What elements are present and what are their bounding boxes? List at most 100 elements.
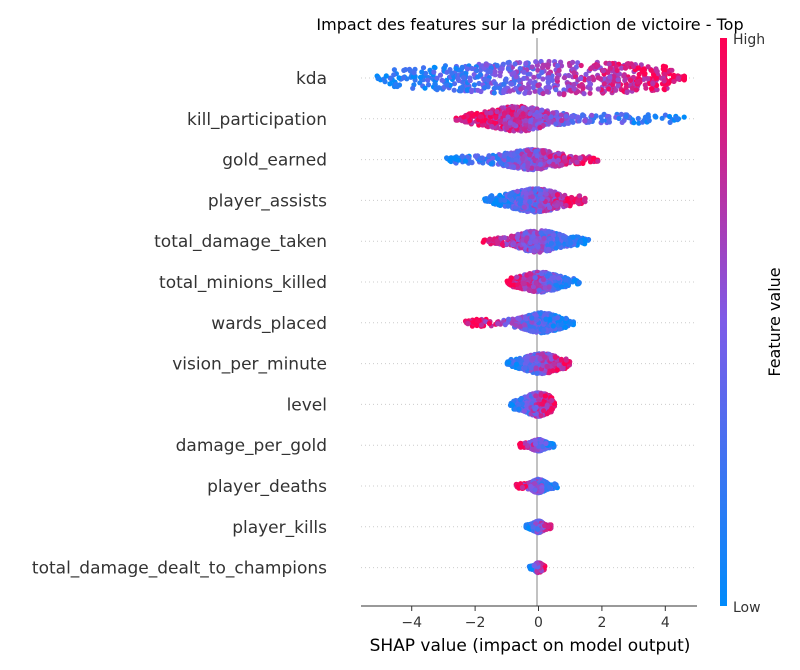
shap-point (674, 116, 680, 122)
shap-point (509, 402, 515, 408)
feature-row-damage_per_gold (517, 436, 557, 454)
feature-row-kda (374, 58, 687, 98)
shap-point (522, 365, 528, 371)
shap-point (550, 368, 556, 374)
shap-point (520, 156, 526, 162)
shap-point (521, 204, 528, 210)
shap-point (459, 64, 465, 70)
shap-point (439, 77, 445, 83)
shap-point (541, 235, 547, 241)
shap-point (393, 81, 399, 87)
shap-point (433, 86, 439, 92)
shap-point (527, 287, 533, 293)
shap-point (607, 74, 613, 80)
shap-point (675, 75, 681, 81)
shap-point (535, 244, 541, 250)
shap-point (530, 233, 536, 239)
shap-point (487, 69, 493, 75)
shap-point (569, 113, 575, 119)
shap-point (523, 60, 529, 66)
shap-point (555, 63, 561, 69)
shap-point (635, 115, 641, 122)
shap-point (524, 358, 530, 365)
shap-point (482, 85, 488, 91)
shap-point (546, 119, 552, 125)
shap-point (631, 63, 637, 70)
shap-point (541, 327, 547, 333)
shap-point (478, 322, 484, 328)
shap-point (530, 80, 536, 86)
shap-point (523, 230, 529, 236)
shap-point (495, 321, 501, 327)
shap-point (662, 112, 669, 118)
shap-point (507, 88, 513, 94)
shap-point (559, 117, 565, 124)
shap-point (478, 155, 484, 161)
shap-point (474, 68, 480, 74)
shap-point (581, 91, 587, 97)
shap-point (488, 110, 494, 116)
shap-point (441, 65, 447, 71)
shap-point (469, 65, 475, 72)
shap-point (544, 363, 550, 369)
shap-point (646, 117, 652, 124)
shap-point (537, 191, 543, 197)
shap-point (510, 164, 517, 170)
shap-point (531, 74, 537, 80)
shap-point (555, 157, 561, 163)
shap-point (528, 271, 534, 277)
shap-point (489, 123, 495, 130)
shap-point (539, 196, 545, 202)
shap-point (513, 361, 520, 367)
shap-point (410, 74, 416, 80)
shap-point (595, 86, 601, 92)
shap-point (491, 90, 497, 96)
shap-point (550, 323, 556, 329)
shap-point (529, 194, 535, 200)
shap-point (640, 67, 646, 73)
shap-point (504, 278, 510, 284)
shap-point (553, 121, 559, 127)
shap-point (652, 113, 658, 119)
shap-point (510, 104, 516, 111)
shap-point (459, 84, 465, 90)
shap-point (533, 280, 539, 286)
shap-point (542, 393, 548, 399)
shap-point (465, 320, 471, 327)
shap-point (624, 89, 630, 95)
shap-point (636, 71, 642, 77)
shap-point (659, 115, 665, 121)
shap-point (619, 65, 625, 71)
shap-point (500, 61, 506, 67)
shap-point (504, 162, 510, 168)
shap-point (568, 321, 574, 327)
feature-row-total_damage_taken (480, 228, 592, 255)
shap-point (538, 230, 544, 236)
shap-point (648, 67, 654, 73)
shap-point (520, 111, 526, 117)
shap-point (583, 71, 589, 77)
shap-point (611, 74, 617, 80)
shap-point (648, 86, 655, 92)
shap-point (571, 81, 577, 88)
shap-point (595, 158, 601, 164)
shap-point (581, 197, 588, 204)
shap-point (516, 77, 522, 83)
shap-point (513, 157, 519, 163)
shap-point (422, 85, 428, 91)
shap-point (466, 118, 473, 124)
shap-point (480, 239, 486, 245)
shap-point (533, 59, 539, 65)
shap-point (642, 82, 648, 88)
shap-point (467, 78, 473, 84)
chart-title: Impact des features sur la prédiction de… (316, 15, 743, 34)
shap-point (401, 75, 407, 81)
shap-point (539, 107, 545, 113)
shap-point (526, 85, 532, 91)
shap-point (529, 315, 535, 321)
shap-point (537, 161, 544, 167)
shap-point (514, 274, 520, 280)
beeswarm-points (374, 58, 687, 576)
feature-row-kill_participation (453, 103, 687, 134)
shap-point (486, 237, 492, 243)
